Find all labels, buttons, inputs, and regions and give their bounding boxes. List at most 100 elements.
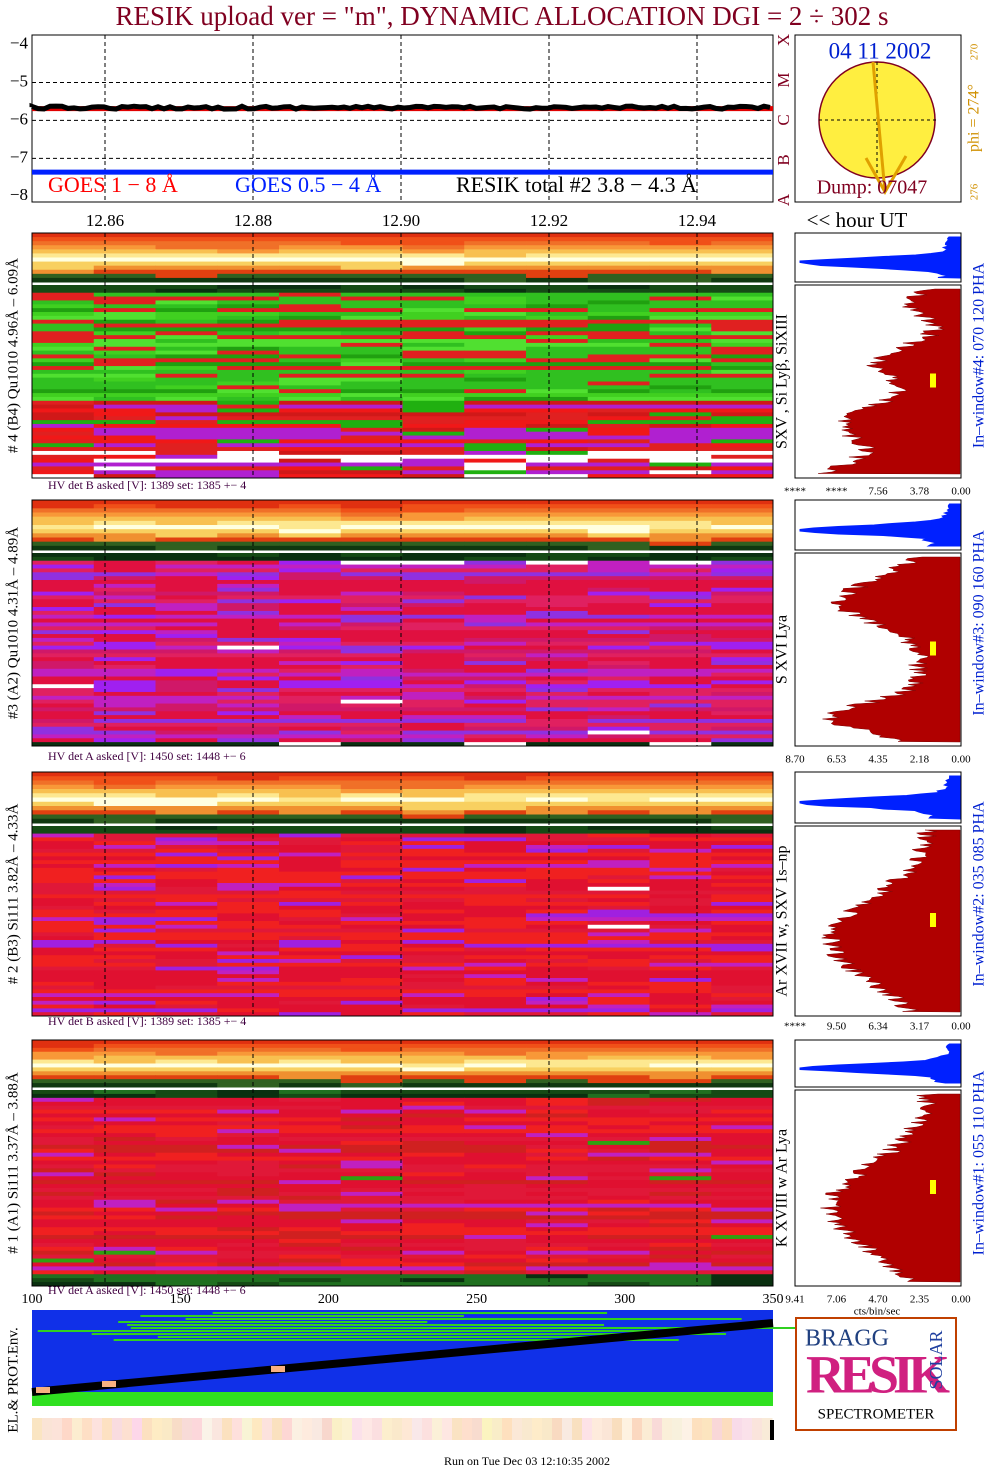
heatmap-cell xyxy=(217,902,280,907)
strip-cell xyxy=(402,249,465,254)
heatmap-cell xyxy=(649,726,712,732)
heatmap-cell xyxy=(279,1004,342,1009)
heatmap-cell xyxy=(587,1262,650,1267)
strip-cell xyxy=(526,545,589,551)
heatmap-cell xyxy=(93,564,156,569)
heatmap-cell xyxy=(402,985,465,990)
heatmap-cell xyxy=(464,420,527,425)
heatmap-cell xyxy=(464,362,527,367)
heatmap-cell xyxy=(340,1250,403,1256)
heatmap-cell xyxy=(340,439,403,444)
heatmap-cell xyxy=(587,1231,650,1236)
heatmap-cell xyxy=(402,962,465,968)
heatmap-cell xyxy=(155,826,218,831)
heatmap-cell xyxy=(526,653,589,658)
strip-cell xyxy=(649,818,712,824)
strip-cell xyxy=(402,1067,465,1072)
strip-cell xyxy=(32,541,95,547)
strip-cell xyxy=(32,810,95,815)
heatmap-cell xyxy=(217,1168,280,1173)
heatmap-cell xyxy=(93,1012,156,1017)
heatmap-cell xyxy=(587,354,650,359)
window-label: In–window#4: 070 120 PHA xyxy=(971,262,988,448)
heatmap-cell xyxy=(711,431,774,437)
heatmap-cell xyxy=(93,833,156,838)
heatmap-cell xyxy=(32,833,95,838)
heatmap-cell xyxy=(649,653,712,658)
strip-cell xyxy=(155,233,218,238)
heatmap-cell xyxy=(32,462,95,467)
env-strip-cell xyxy=(422,1418,433,1440)
heatmap-cell xyxy=(32,856,95,861)
heatmap-cell xyxy=(526,734,589,739)
heatmap-cell xyxy=(340,1191,403,1197)
heatmap-cell xyxy=(155,393,218,398)
heatmap-cell xyxy=(464,1223,527,1228)
heatmap-cell xyxy=(402,1000,465,1006)
heatmap-cell xyxy=(32,978,95,983)
heatmap-cell xyxy=(93,641,156,647)
heatmap-cell xyxy=(402,860,465,865)
heatmap-cell xyxy=(279,985,342,990)
heatmap-cell xyxy=(279,997,342,1002)
heatmap-cell xyxy=(587,1211,650,1216)
heatmap-cell xyxy=(32,443,95,448)
heatmap-cell xyxy=(93,856,156,861)
heatmap-cell xyxy=(402,300,465,305)
heatmap-cell xyxy=(402,435,465,440)
heatmap-cell xyxy=(93,703,156,708)
heatmap-cell xyxy=(155,331,218,336)
heatmap-cell xyxy=(526,373,589,379)
heatmap-cell xyxy=(32,928,95,933)
hist-marker xyxy=(930,1180,936,1194)
heatmap-cell xyxy=(93,1211,156,1216)
heatmap-cell xyxy=(279,366,342,371)
heatmap-cell xyxy=(32,354,95,359)
heatmap-cell xyxy=(217,389,280,394)
heatmap-cell xyxy=(93,466,156,471)
heatmap-cell xyxy=(155,989,218,994)
heatmap-cell xyxy=(155,435,218,440)
heatmap-cell xyxy=(464,1180,527,1185)
heatmap-cell xyxy=(32,423,95,429)
heatmap-cell xyxy=(649,664,712,670)
strip-cell xyxy=(649,1047,712,1053)
heatmap-cell xyxy=(649,362,712,367)
heatmap-cell xyxy=(711,300,774,305)
heatmap-cell xyxy=(217,1191,280,1197)
heatmap-cell xyxy=(93,362,156,367)
heatmap-cell xyxy=(526,742,589,747)
heatmap-cell xyxy=(711,829,774,835)
heatmap-cell xyxy=(464,959,527,964)
heatmap-cell xyxy=(93,886,156,892)
strip-cell xyxy=(155,516,218,522)
heatmap-cell xyxy=(464,1012,527,1017)
heatmap-cell xyxy=(526,645,589,650)
heatmap-cell xyxy=(340,1242,403,1248)
heatmap-cell xyxy=(32,339,95,344)
strip-cell xyxy=(279,504,342,509)
heatmap-cell xyxy=(464,845,527,850)
heatmap-cell xyxy=(93,423,156,429)
heatmap-cell xyxy=(155,288,218,294)
heatmap-cell xyxy=(526,672,589,678)
heatmap-cell xyxy=(526,676,589,681)
heatmap-cell xyxy=(587,568,650,573)
heatmap-cell xyxy=(340,1215,403,1220)
strip-cell xyxy=(649,1075,712,1080)
strip-cell xyxy=(340,533,403,538)
heatmap-cell xyxy=(402,684,465,689)
heatmap-cell xyxy=(587,1172,650,1177)
heatmap-cell xyxy=(217,576,280,581)
heatmap-cell xyxy=(340,308,403,313)
heatmap-cell xyxy=(32,970,95,975)
strip-cell xyxy=(587,233,650,238)
heatmap-cell xyxy=(155,1172,218,1177)
heatmap-cell xyxy=(279,454,342,460)
heatmap-cell xyxy=(526,1164,589,1169)
flare-class: A xyxy=(774,193,793,206)
strip-cell xyxy=(32,253,95,258)
strip-cell xyxy=(464,818,527,824)
heatmap-cell xyxy=(279,645,342,650)
hist-tick-label: **** xyxy=(826,486,848,498)
